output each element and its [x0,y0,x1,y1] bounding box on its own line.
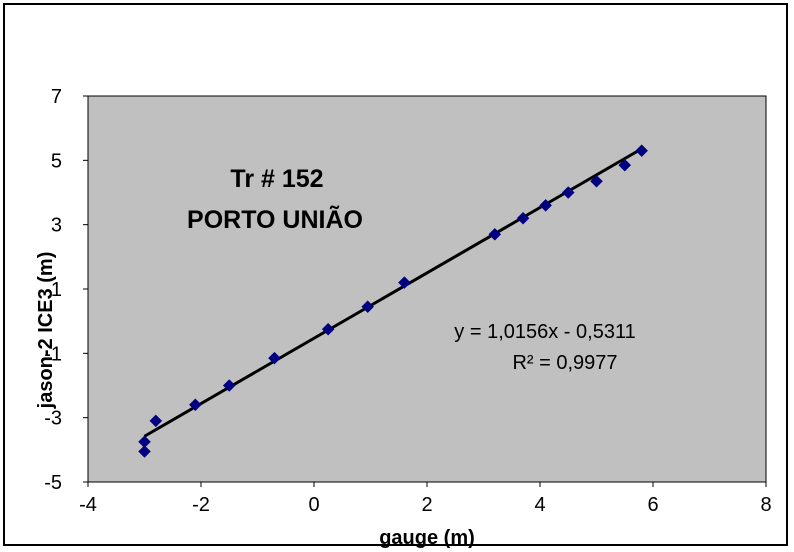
chart-title-line2: PORTO UNIÃO [187,204,363,234]
y-tick-label: -3 [44,408,62,430]
data-point [590,174,603,188]
data-point [321,322,335,336]
plot-area [87,95,767,483]
y-tick-label: -1 [44,343,62,365]
data-point [561,186,575,199]
data-point [138,445,151,458]
data-point [539,199,553,212]
x-axis-label: gauge (m) [379,527,475,549]
data-point [398,276,411,289]
y-tick-label: 1 [51,279,62,301]
chart-title-line1: Tr # 152 [230,165,323,193]
data-point [361,300,375,314]
data-point [222,379,236,392]
y-tick-label: 5 [51,150,62,172]
x-tick-label: 0 [308,494,319,516]
x-tick-label: 2 [421,494,432,516]
data-point [516,211,530,225]
trendline-equation: y = 1,0156x - 0,5311 [454,321,635,343]
data-point [188,398,202,412]
x-tick-label: 4 [534,494,545,516]
data-point [268,351,281,365]
data-point [635,144,649,158]
y-tick-label: -5 [44,472,62,494]
data-point [488,227,502,241]
x-tick-label: 6 [647,494,658,516]
y-tick-label: 7 [51,86,62,108]
data-point [618,158,632,172]
r-squared-label: R² = 0,9977 [512,352,617,374]
data-point [138,435,151,449]
y-axis-label: jason-2 ICE3 (m) [35,252,57,410]
data-point [149,414,163,428]
chart-frame [3,3,788,546]
x-tick-label: -4 [79,494,97,516]
y-tick-label: 3 [51,215,62,237]
x-tick-label: -2 [192,494,210,516]
x-tick-label: 8 [760,494,771,516]
